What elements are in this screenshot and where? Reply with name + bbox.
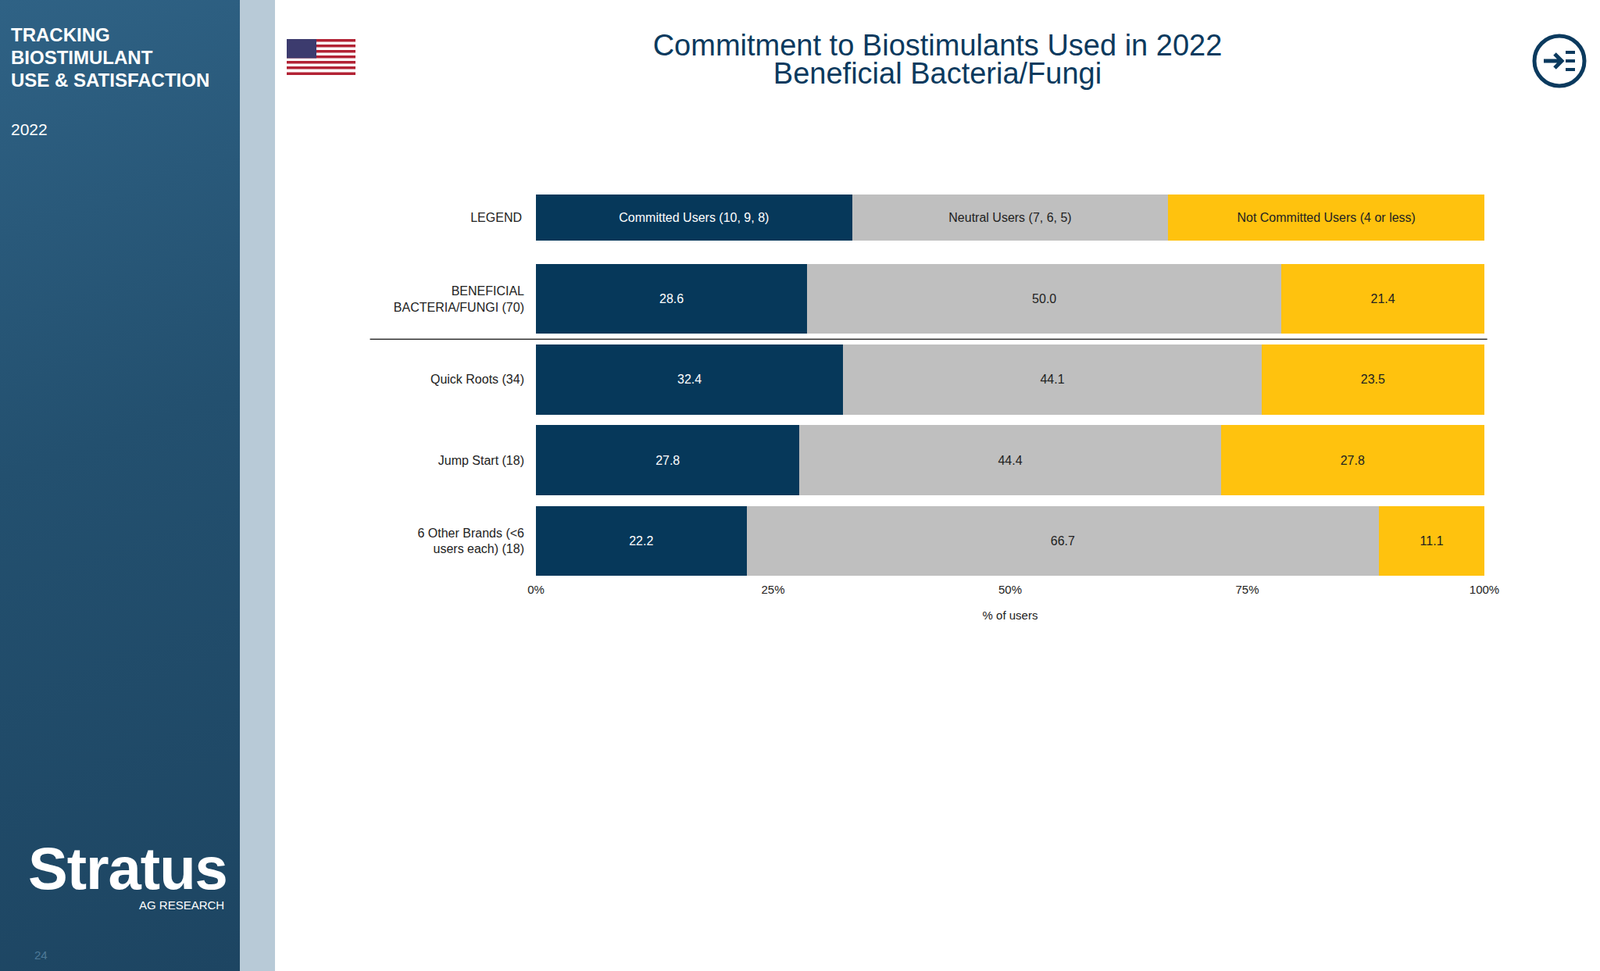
svg-text:21.4: 21.4: [1370, 292, 1395, 306]
html-text:Commitment to Biostimulants Us: Commitment to Biostimulants Used in 2022: [652, 28, 1223, 62]
svg-text:BENEFICIALBACTERIA/FUNGI (70): BENEFICIALBACTERIA/FUNGI (70): [393, 284, 525, 315]
html-text:TRACKING: TRACKING: [10, 24, 110, 46]
html-text:2022: 2022: [10, 120, 48, 139]
svg-text:66.7: 66.7: [1050, 534, 1075, 548]
html-text:BIOSTIMULANT: BIOSTIMULANT: [10, 46, 153, 68]
svg-text:27.8: 27.8: [655, 453, 680, 468]
html-text:Stratus: Stratus: [28, 835, 228, 902]
svg-text:28.6: 28.6: [659, 292, 684, 306]
html-text:USE & SATISFACTION: USE & SATISFACTION: [10, 69, 210, 91]
svg-text:100%: 100%: [1469, 582, 1500, 597]
svg-text:44.1: 44.1: [1039, 372, 1065, 386]
svg-text:27.8: 27.8: [1340, 453, 1365, 468]
svg-text:25%: 25%: [760, 582, 785, 597]
svg-text:Quick Roots (34): Quick Roots (34): [430, 372, 525, 386]
svg-text:50%: 50%: [998, 582, 1022, 597]
svg-text:6 Other Brands (<6users each): 6 Other Brands (<6users each) (18): [417, 526, 525, 557]
html-text:Committed Users (10, 9, 8): Committed Users (10, 9, 8): [618, 210, 770, 224]
svg-text:75%: 75%: [1235, 582, 1259, 597]
html-text:LEGEND: LEGEND: [470, 210, 522, 224]
html-text:Not Committed Users (4 or less: Not Committed Users (4 or less): [1237, 210, 1416, 224]
svg-text:% of users: % of users: [982, 608, 1039, 622]
html-text:Beneficial Bacteria/Fungi: Beneficial Bacteria/Fungi: [773, 57, 1102, 90]
svg-text:0%: 0%: [527, 582, 545, 597]
svg-text:50.0: 50.0: [1032, 292, 1057, 306]
html-text:Neutral Users (7, 6, 5): Neutral Users (7, 6, 5): [948, 210, 1072, 224]
svg-text:22.2: 22.2: [628, 534, 654, 548]
svg-text:11.1: 11.1: [1420, 534, 1444, 548]
svg-text:23.5: 23.5: [1360, 372, 1386, 386]
html-text:AG RESEARCH: AG RESEARCH: [139, 898, 225, 912]
svg-text:Jump Start (18): Jump Start (18): [438, 453, 525, 468]
svg-text:32.4: 32.4: [677, 372, 702, 386]
svg-text:44.4: 44.4: [997, 453, 1022, 468]
html-text:24: 24: [34, 948, 48, 962]
